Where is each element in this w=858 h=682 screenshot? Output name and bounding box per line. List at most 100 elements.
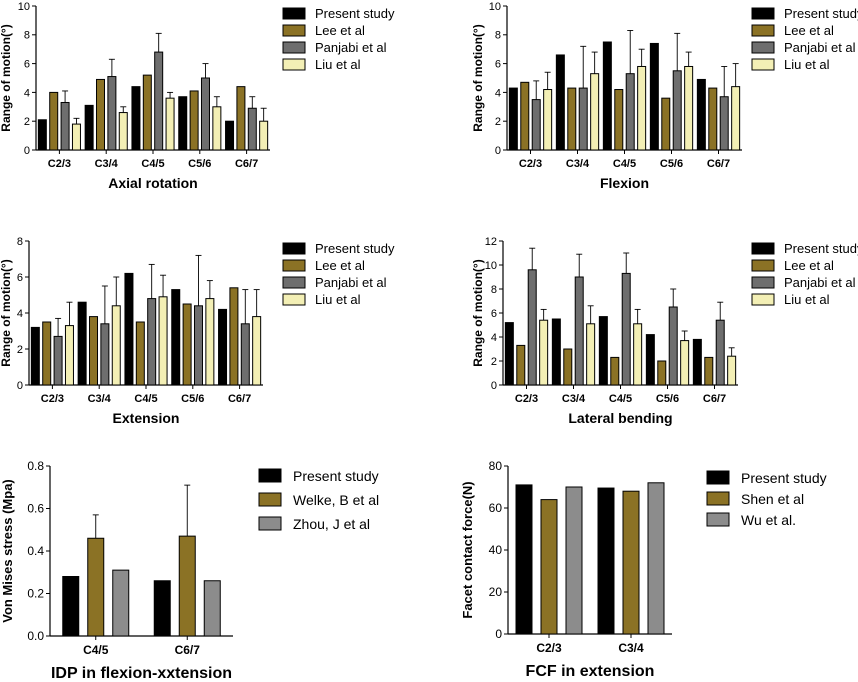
bar-liu-et-al [633, 323, 643, 386]
y-axis-label: Von Mises stress (Mpa) [0, 479, 15, 623]
y-axis-label: Range of motion(°) [0, 24, 13, 131]
x-tick-label: C5/6 [660, 158, 683, 170]
bar-lee-et-al [614, 89, 624, 151]
bar-lee-et-al [96, 78, 106, 151]
y-tick-label: 0 [495, 627, 502, 641]
legend-label: Present study [315, 6, 395, 21]
bar-lee-et-al [708, 87, 718, 151]
bar-liu-et-al [212, 106, 222, 151]
bar-liu-et-al [637, 65, 647, 151]
bar-liu-et-al [731, 86, 741, 151]
y-tick-label: 8 [491, 284, 497, 296]
bar-lee-et-al [49, 91, 59, 151]
y-tick-label: 80 [489, 459, 503, 473]
bar-panjabi-et-al [100, 323, 110, 386]
bar-liu-et-al [165, 97, 175, 151]
x-tick-label: C4/5 [134, 393, 157, 405]
legend-swatch [706, 512, 730, 527]
x-tick-label: C2/3 [41, 393, 64, 405]
bar-liu-et-al [680, 340, 690, 386]
y-tick-label: 2 [24, 116, 30, 128]
legend-label: Liu et al [784, 292, 830, 307]
x-tick-label: C4/5 [609, 393, 632, 405]
bar-liu-et-al [539, 319, 549, 386]
y-tick-label: 0.0 [27, 629, 44, 643]
y-axis-label: Range of motion(°) [471, 24, 485, 131]
legend-swatch [282, 41, 306, 54]
chart-panel-5: 0 20 40 60 80 Facet contact force(N) C2/3 C3/4 P… [460, 459, 827, 680]
x-tick-label: C6/7 [707, 158, 730, 170]
x-tick-label: C3/4 [566, 158, 590, 170]
legend-label: Panjabi et al [784, 275, 856, 290]
bar-panjabi-et-al [574, 276, 584, 386]
chart-title: Axial rotation [108, 175, 197, 191]
bar-present-study [515, 484, 533, 635]
y-tick-label: 6 [24, 58, 30, 70]
legend-swatch [751, 41, 775, 54]
bar-present-study [84, 104, 94, 151]
bar-panjabi-et-al [715, 319, 725, 386]
x-tick-label: C3/4 [618, 641, 644, 655]
legend-label: Panjabi et al [315, 40, 387, 55]
legend-label: Present study [784, 241, 858, 256]
y-tick-label: 4 [24, 87, 30, 99]
legend-label: Wu et al. [741, 512, 796, 528]
bar-panjabi-et-al [193, 305, 203, 386]
bar-present-study [178, 96, 188, 151]
chart-title: FCF in extension [526, 663, 655, 680]
bar-present-study [645, 334, 655, 386]
x-tick-label: C4/5 [141, 158, 164, 170]
bar-lee-et-al [661, 97, 671, 151]
y-tick-label: 10 [485, 260, 497, 272]
bar-wu-et-al [647, 482, 665, 635]
bar-shen-et-al [540, 499, 558, 635]
y-tick-label: 4 [495, 87, 501, 99]
bar-panjabi-et-al [719, 96, 729, 151]
bar-present-study [171, 289, 181, 386]
y-tick-label: 0.2 [27, 587, 44, 601]
legend-swatch [282, 276, 306, 289]
bar-lee-et-al [182, 303, 192, 386]
y-tick-label: 8 [495, 30, 501, 42]
chart-panel-1: 0 2 4 6 8 10 Range of motion(°) C2/3 C3/4 C4/5 C5/… [471, 1, 858, 191]
legend-label: Shen et al [741, 491, 804, 507]
bar-lee-et-al [236, 86, 246, 151]
bar-lee-et-al [563, 348, 573, 386]
y-tick-label: 2 [17, 344, 23, 356]
chart-panel-2: 0 2 4 6 8 Range of motion(°) C2/3 C3/4 C4/5 C5/6 C… [0, 236, 395, 426]
bar-liu-et-al [684, 65, 694, 151]
bar-present-study [218, 308, 228, 386]
legend-label: Lee et al [784, 23, 834, 38]
legend-swatch [282, 293, 306, 306]
legend-swatch [258, 516, 282, 531]
legend-label: Welke, B et al [293, 492, 379, 508]
y-tick-label: 2 [495, 116, 501, 128]
legend-swatch [751, 276, 775, 289]
bar-liu-et-al [543, 89, 553, 151]
y-axis-label: Facet contact force(N) [460, 481, 475, 618]
x-tick-label: C6/7 [175, 643, 201, 657]
legend-swatch [751, 242, 775, 255]
y-tick-label: 8 [24, 30, 30, 42]
bar-liu-et-al [727, 355, 737, 386]
bar-panjabi-et-al [527, 269, 537, 386]
y-tick-label: 20 [489, 585, 503, 599]
bar-liu-et-al [118, 112, 128, 151]
bar-liu-et-al [158, 296, 168, 386]
bar-panjabi-et-al [107, 76, 117, 151]
bar-lee-et-al [567, 87, 577, 151]
bar-present-study [77, 301, 87, 386]
legend-swatch [258, 492, 282, 507]
legend-swatch [751, 7, 775, 20]
y-tick-label: 12 [485, 236, 497, 248]
bar-lee-et-al [42, 321, 52, 386]
x-tick-label: C2/3 [515, 393, 538, 405]
x-tick-label: C2/3 [48, 158, 71, 170]
legend-label: Liu et al [784, 57, 830, 72]
bar-present-study [555, 54, 565, 151]
bar-liu-et-al [64, 325, 74, 386]
bar-panjabi-et-al [578, 87, 588, 151]
bar-lee-et-al [229, 287, 239, 386]
bar-present-study [124, 272, 134, 386]
